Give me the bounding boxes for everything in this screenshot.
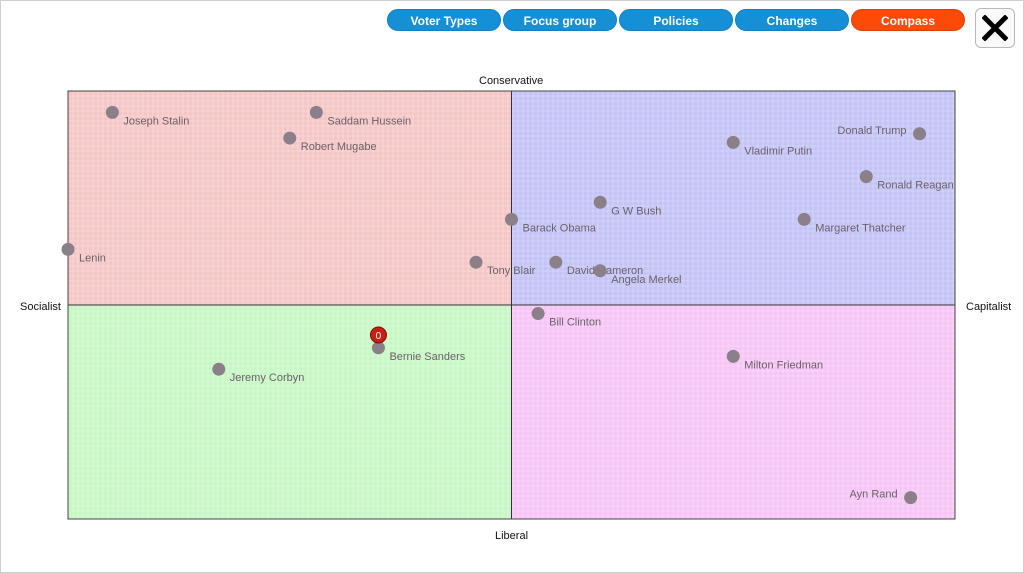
point-margaret-thatcher — [797, 212, 811, 226]
axis-label-top: Conservative — [479, 75, 544, 87]
axis-label-left: Socialist — [20, 301, 61, 313]
point-label-barack-obama: Barack Obama — [523, 222, 597, 234]
point-label-robert-mugabe: Robert Mugabe — [301, 141, 377, 153]
point-lenin — [61, 242, 75, 256]
quadrant-conservative-capitalist — [511, 91, 955, 305]
point-label-donald-trump: Donald Trump — [837, 125, 906, 137]
point-jeremy-corbyn — [212, 362, 226, 376]
plot-border — [67, 90, 956, 520]
point-bill-clinton — [531, 307, 545, 321]
point-label-saddam-hussein: Saddam Hussein — [327, 115, 411, 127]
point-label-bernie-sanders: Bernie Sanders — [389, 351, 465, 363]
point-donald-trump — [913, 127, 927, 141]
tab-compass[interactable]: Compass — [851, 9, 965, 31]
player-marker — [369, 326, 387, 344]
point-label-lenin: Lenin — [79, 252, 106, 264]
tab-policies[interactable]: Policies — [619, 9, 733, 31]
axis-label-right: Capitalist — [966, 301, 1012, 313]
point-label-g-w-bush: G W Bush — [611, 205, 661, 217]
point-bernie-sanders — [371, 341, 385, 355]
point-saddam-hussein — [309, 105, 323, 119]
point-vladimir-putin — [726, 135, 740, 149]
point-label-angela-merkel: Angela Merkel — [611, 274, 681, 286]
tab-voter-types[interactable]: Voter Types — [387, 9, 501, 31]
point-label-milton-friedman: Milton Friedman — [744, 359, 823, 371]
point-label-jeremy-corbyn: Jeremy Corbyn — [230, 372, 305, 384]
tab-changes[interactable]: Changes — [735, 9, 849, 31]
point-label-vladimir-putin: Vladimir Putin — [744, 145, 812, 157]
point-tony-blair — [469, 255, 483, 269]
point-ayn-rand — [904, 491, 918, 505]
point-label-joseph-stalin: Joseph Stalin — [123, 115, 189, 127]
point-label-margaret-thatcher: Margaret Thatcher — [815, 222, 906, 234]
point-label-tony-blair: Tony Blair — [487, 265, 536, 277]
quadrant-conservative-socialist — [68, 91, 512, 305]
close-x-icon — [982, 15, 1008, 41]
point-barack-obama — [505, 212, 518, 226]
quadrant-liberal-capitalist — [511, 305, 955, 519]
point-ronald-reagan — [859, 170, 873, 184]
point-label-bill-clinton: Bill Clinton — [549, 317, 601, 329]
top-nav: Voter Types Focus group Policies Changes… — [387, 9, 967, 31]
point-robert-mugabe — [283, 131, 297, 145]
player-marker-label: 0 — [376, 331, 382, 342]
axis-label-bottom: Liberal — [495, 530, 529, 542]
point-milton-friedman — [726, 349, 740, 363]
point-angela-merkel — [593, 264, 607, 278]
point-label-ayn-rand: Ayn Rand — [850, 489, 898, 501]
point-label-ronald-reagan: Ronald Reagan — [877, 180, 953, 192]
point-joseph-stalin — [105, 105, 119, 119]
quadrant-liberal-socialist — [68, 305, 512, 519]
close-button[interactable] — [975, 8, 1015, 48]
tab-focus-group[interactable]: Focus group — [503, 9, 617, 31]
point-david-cameron — [549, 255, 563, 269]
point-g-w-bush — [593, 195, 607, 209]
